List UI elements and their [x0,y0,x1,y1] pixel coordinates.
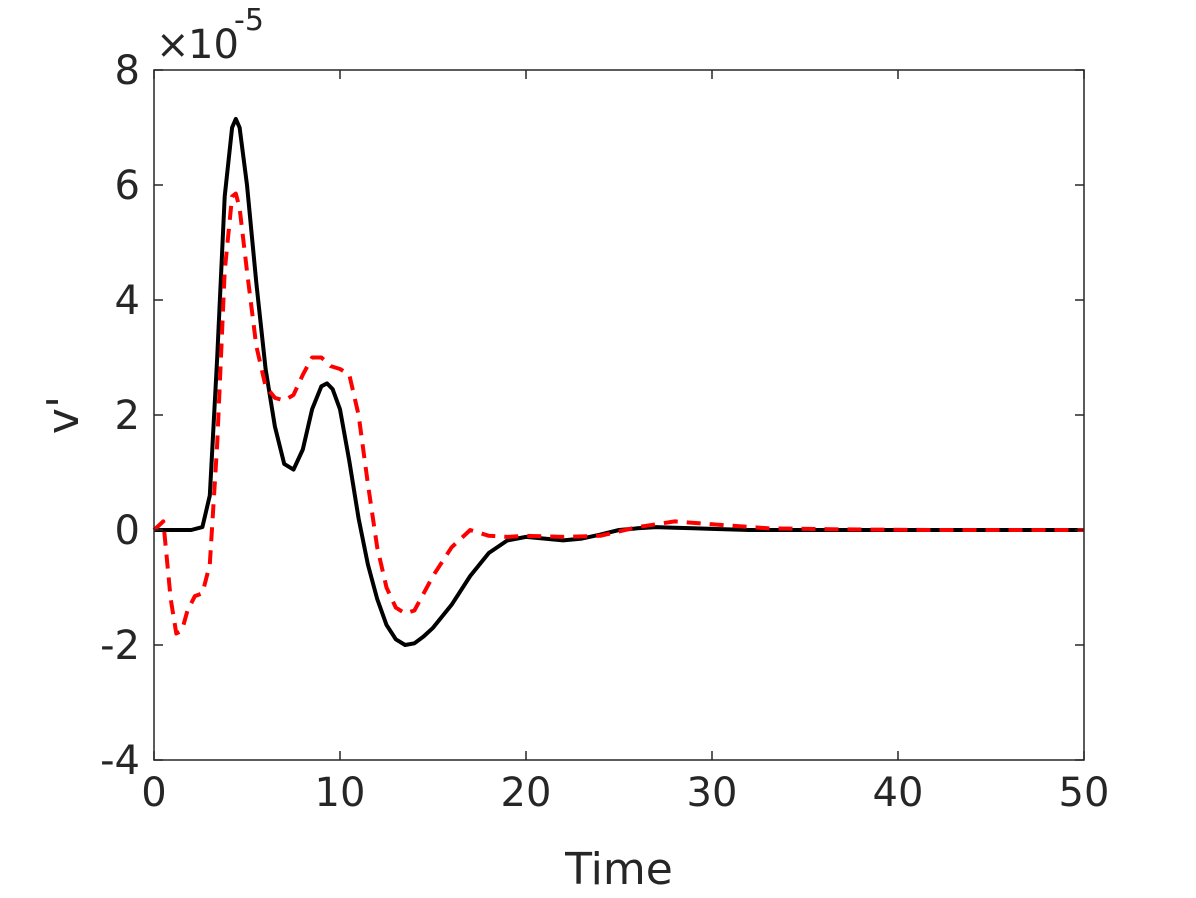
y-tick-label: 4 [115,278,140,324]
multiply-sign: × [156,22,190,68]
y-tick-label: 0 [115,508,140,554]
tick-layer [153,69,1085,761]
x-tick-label: 50 [1059,770,1110,816]
x-tick-label: 10 [315,770,366,816]
x-tick-label: 0 [141,770,166,816]
y-tick-label: 6 [115,163,140,209]
y-tick-label: 8 [115,48,140,94]
x-tick-label: 40 [873,770,924,816]
x-tick-label: 20 [501,770,552,816]
x-axis-label: Time [564,844,673,895]
y-tick-label: 2 [115,393,140,439]
series-layer [152,116,1084,647]
series-line-1-solid [154,116,1084,647]
y-axis-label: v' [38,396,89,434]
series-line-2-dashed [152,191,1084,636]
y-tick-label: -2 [100,623,140,669]
multiplier-exponent: -5 [234,3,264,38]
y-tick-labels: -4 -2 0 2 4 6 8 [100,48,140,784]
y-multiplier: × 10 -5 [156,3,264,68]
plot-background [154,70,1084,760]
multiplier-base: 10 [188,22,239,68]
y-tick-label: -4 [100,738,140,784]
x-tick-label: 30 [687,770,738,816]
x-tick-labels: 0 10 20 30 40 50 [141,770,1109,816]
